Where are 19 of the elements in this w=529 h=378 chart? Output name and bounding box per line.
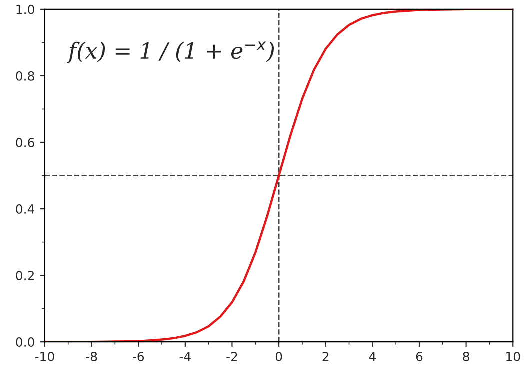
y-tick-label: 0.0 xyxy=(16,338,34,348)
x-tick-label: 2 xyxy=(322,352,329,362)
annotation: f(x) = 1 / (1 + e$^{−x}$) xyxy=(67,42,274,64)
y-tick-label: 1.0 xyxy=(16,4,34,14)
x-tick-label: -2 xyxy=(226,352,238,362)
x-tick-label: -6 xyxy=(132,352,144,362)
x-tick-label: -8 xyxy=(86,352,98,362)
y-tick-label: 0.4 xyxy=(16,204,35,214)
x-tick-label: 4 xyxy=(369,352,376,362)
x-tick-label: -4 xyxy=(180,352,191,362)
x-tick-label: 6 xyxy=(416,352,423,362)
y-tick-label: 0.6 xyxy=(16,138,34,148)
y-tick-label: 0.2 xyxy=(16,271,34,280)
x-tick-label: 0 xyxy=(276,352,282,362)
x-tick-label: 8 xyxy=(463,352,470,362)
x-tick-label: 10 xyxy=(506,352,520,362)
line-series xyxy=(44,9,514,342)
y-tick-label: 0.8 xyxy=(16,71,34,81)
x-tick-label: -10 xyxy=(35,352,54,362)
